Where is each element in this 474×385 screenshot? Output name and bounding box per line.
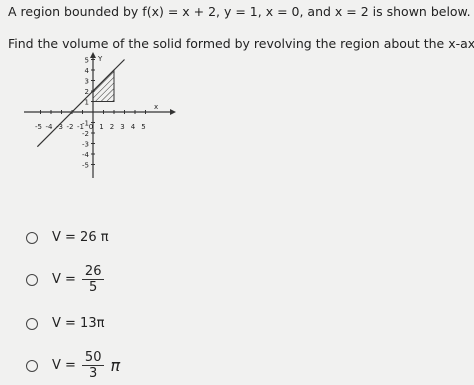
option-text: V =: [52, 358, 76, 373]
x-tick-label: -5: [35, 123, 42, 131]
fraction: 26 5: [81, 264, 105, 295]
y-tick-label: 1: [85, 99, 89, 107]
y-axis-label: Y: [97, 55, 103, 63]
denominator: 3: [89, 366, 98, 381]
x-tick-label: 2: [110, 123, 114, 131]
x-tick-label: -3: [56, 123, 63, 131]
option-text: V = 13π: [52, 316, 105, 331]
option-text: V =: [52, 272, 76, 287]
x-axis-label: x: [154, 103, 158, 111]
answer-option[interactable]: V = 26 π: [26, 230, 109, 245]
y-tick-label: -2: [82, 130, 89, 138]
x-arrow: [170, 109, 176, 115]
function-line: [36, 59, 125, 148]
x-tick-label: 1: [99, 123, 103, 131]
y-tick-label: 2: [85, 88, 89, 96]
question: A region bounded by f(x) = x + 2, y = 1,…: [8, 4, 471, 19]
radio-button[interactable]: [26, 231, 38, 244]
y-tick-label: -5: [82, 162, 89, 170]
pi-symbol: π: [110, 356, 121, 375]
x-tick-label: -1: [77, 123, 84, 131]
x-tick-label: 5: [141, 123, 145, 131]
answer-option[interactable]: V = 26 5: [26, 264, 110, 295]
x-tick-label: 3: [120, 123, 124, 131]
radio-button[interactable]: [26, 273, 38, 286]
shaded-region: [92, 68, 115, 102]
y-tick-label: 4: [85, 67, 90, 75]
y-tick-label: 3: [85, 78, 89, 86]
prompt: Find the volume of the solid formed by r…: [8, 36, 474, 51]
radio-button[interactable]: [26, 359, 38, 372]
option-text: V = 26 π: [52, 230, 109, 245]
fraction: 50 3: [81, 350, 105, 381]
answer-option[interactable]: V = 13π: [26, 316, 104, 331]
numerator: 26: [81, 264, 105, 280]
x-tick-label: -4: [46, 123, 54, 131]
y-arrow: [90, 52, 96, 58]
numerator: 50: [81, 350, 105, 366]
denominator: 5: [89, 280, 98, 295]
radio-button[interactable]: [26, 317, 38, 330]
y-tick-label: -1: [82, 120, 89, 128]
x-tick-label: 0: [89, 123, 93, 131]
y-tick-label: -3: [82, 141, 89, 149]
y-tick-label: 5: [85, 57, 89, 65]
y-tick-label: -4: [82, 151, 90, 159]
x-tick-label: 4: [131, 123, 136, 131]
x-tick-label: -2: [67, 123, 74, 131]
answer-option[interactable]: V = 50 3 π: [26, 350, 120, 381]
